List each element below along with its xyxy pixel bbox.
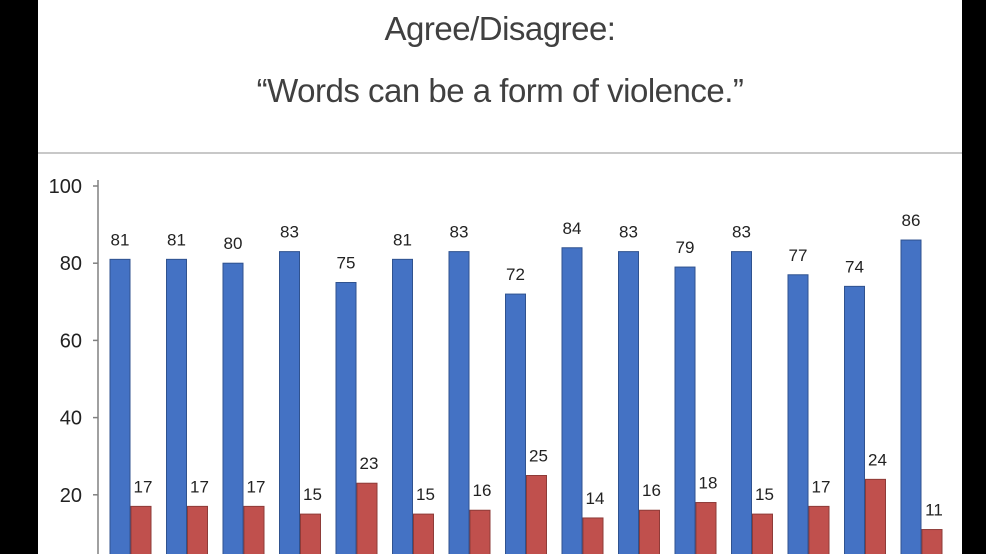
bar-agree [448, 251, 470, 554]
data-label-disagree: 16 [473, 481, 492, 500]
bar-disagree [526, 475, 547, 554]
bar-disagree [300, 513, 321, 554]
data-label-agree: 79 [676, 238, 695, 257]
y-tick-label: 40 [60, 408, 82, 430]
bar-agree [561, 247, 583, 554]
data-label-disagree: 25 [529, 447, 548, 466]
bar-agree [109, 258, 131, 554]
title-divider [38, 152, 962, 154]
bar-agree [787, 274, 809, 554]
data-label-disagree: 16 [642, 481, 661, 500]
y-tick-label: 20 [60, 485, 82, 507]
data-label-disagree: 17 [247, 477, 266, 496]
bar-disagree [413, 513, 434, 554]
chart-frame: Agree/Disagree: “Words can be a form of … [38, 0, 962, 554]
chart-title-line-1: Agree/Disagree: [384, 10, 616, 47]
data-label-agree: 83 [732, 223, 751, 242]
data-label-agree: 74 [845, 257, 864, 276]
data-label-disagree: 24 [868, 450, 887, 469]
data-label-agree: 83 [280, 223, 299, 242]
bar-agree [392, 258, 413, 554]
bar-disagree [582, 517, 604, 554]
data-label-agree: 86 [902, 211, 921, 230]
bar-agree [335, 282, 357, 554]
bar-disagree [752, 513, 773, 554]
data-label-disagree: 14 [586, 489, 605, 508]
bar-agree [166, 258, 187, 554]
bar-agree [222, 262, 244, 554]
bar-disagree [130, 505, 152, 554]
data-label-disagree: 18 [699, 474, 718, 493]
data-label-disagree: 17 [812, 477, 831, 496]
data-label-disagree: 15 [416, 485, 435, 504]
bar-agree [674, 266, 696, 554]
data-label-disagree: 23 [360, 454, 379, 473]
bar-agree [618, 251, 639, 554]
bar-disagree [469, 509, 491, 554]
bar-disagree [639, 509, 660, 554]
data-label-agree: 75 [337, 254, 356, 273]
bar-agree [900, 239, 922, 554]
data-label-agree: 81 [167, 230, 186, 249]
bar-agree [844, 285, 865, 554]
chart-title-line-2: “Words can be a form of violence.” [256, 72, 744, 109]
data-label-disagree: 11 [925, 501, 943, 520]
bar-disagree [695, 502, 717, 554]
bar-agree [505, 293, 526, 554]
bar-disagree [865, 478, 886, 554]
data-label-agree: 72 [506, 265, 525, 284]
y-tick-label: 100 [49, 176, 82, 198]
data-label-agree: 81 [111, 230, 130, 249]
data-label-disagree: 15 [303, 485, 322, 504]
bar-agree [731, 251, 752, 554]
data-label-agree: 77 [789, 246, 808, 265]
bar-disagree [356, 482, 378, 554]
bar-disagree [187, 505, 208, 554]
data-label-disagree: 17 [134, 477, 153, 496]
data-label-agree: 81 [393, 230, 412, 249]
bar-disagree [808, 505, 830, 554]
y-tick-label: 80 [60, 253, 82, 275]
bar-agree [279, 251, 300, 554]
data-label-agree: 83 [450, 223, 469, 242]
y-tick-label: 60 [60, 330, 82, 352]
data-label-disagree: 17 [190, 477, 209, 496]
data-label-disagree: 15 [755, 485, 774, 504]
data-label-agree: 83 [619, 223, 638, 242]
bar-chart: 20 40 60 80 100 81 17 81 17 80 17 83 15 75 23 81 15 83 16 7… [49, 176, 943, 554]
bar-disagree [243, 505, 265, 554]
data-label-agree: 84 [563, 219, 582, 238]
bar-disagree [921, 529, 943, 554]
data-label-agree: 80 [224, 234, 243, 253]
